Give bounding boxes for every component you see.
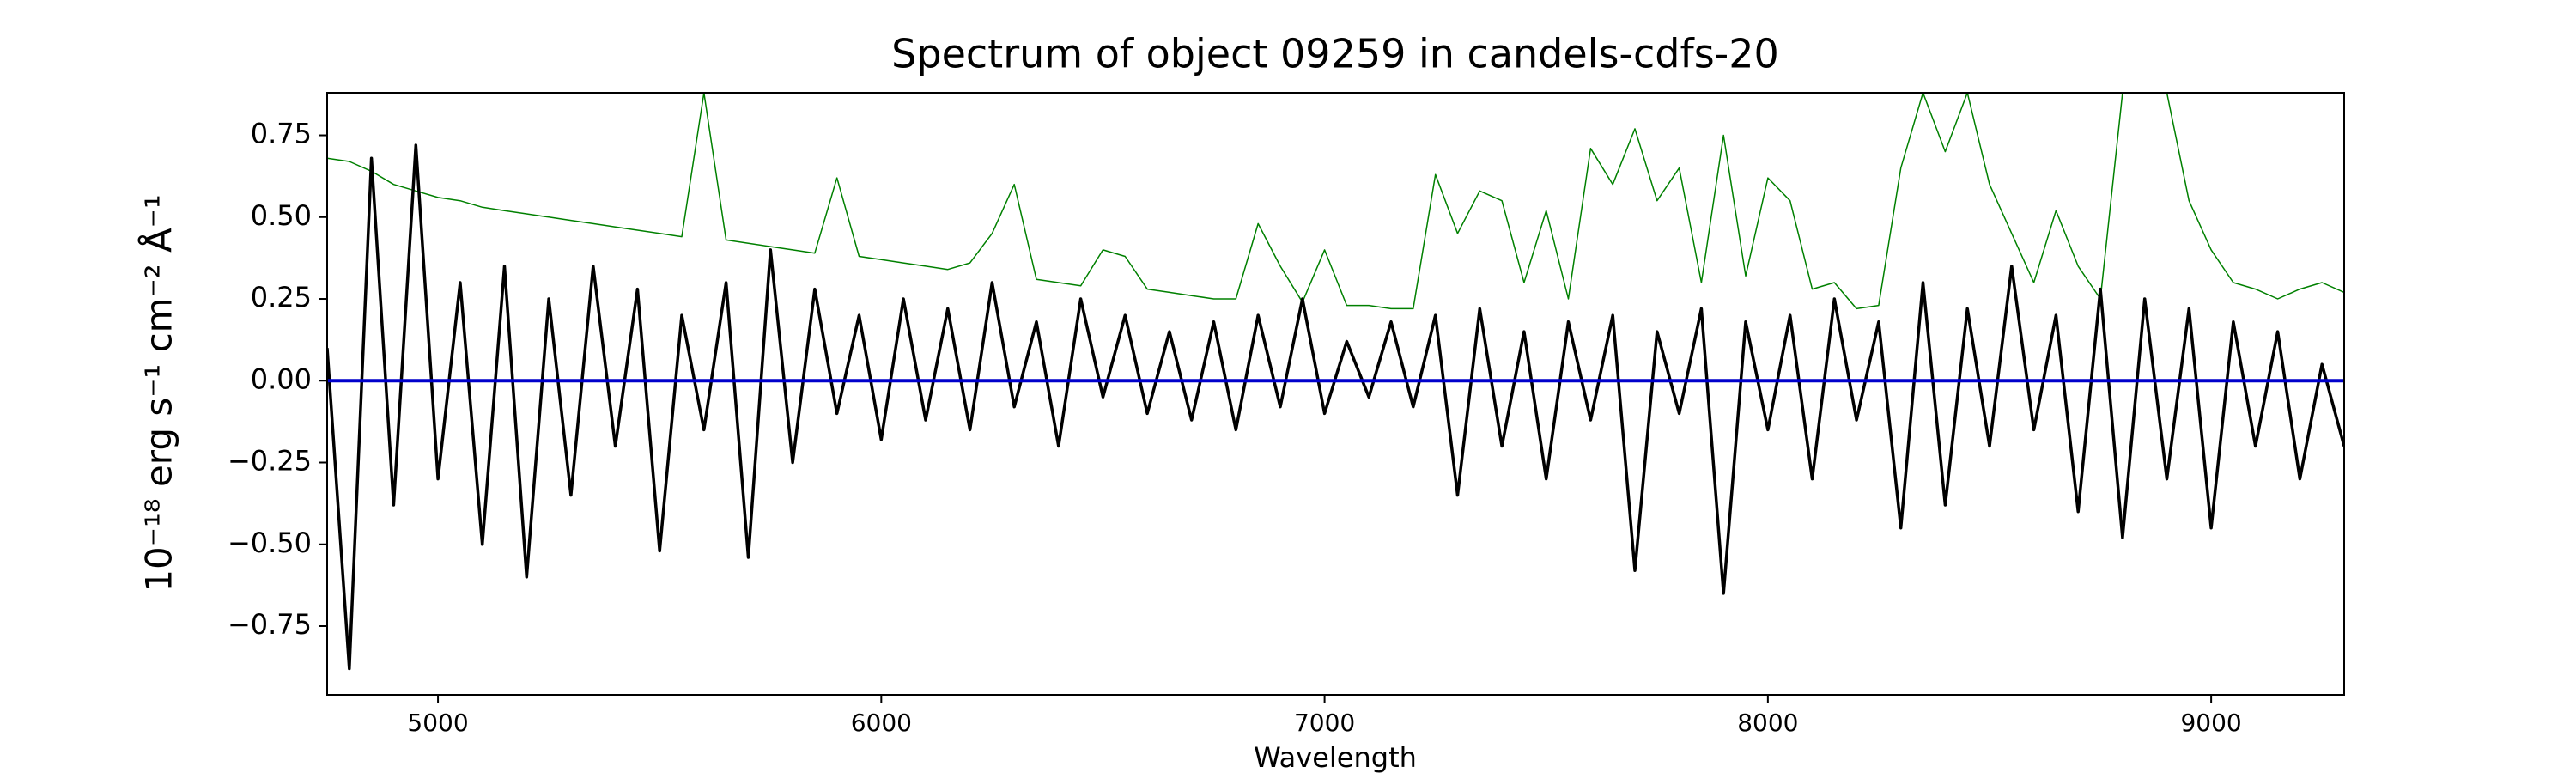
- y-tick-label: 0.00: [251, 362, 312, 395]
- plot-frame: [326, 92, 2345, 696]
- y-tick-label: −0.75: [228, 608, 312, 641]
- y-tick-label: 0.25: [251, 281, 312, 313]
- x-tick-label: 7000: [1294, 709, 1355, 737]
- y-tick-label: −0.50: [228, 526, 312, 559]
- x-axis-label: Wavelength: [1254, 741, 1417, 773]
- x-tick-label: 5000: [407, 709, 468, 737]
- x-tick-label: 8000: [1737, 709, 1798, 737]
- x-tick-label: 6000: [851, 709, 912, 737]
- spectrum-line: [327, 143, 2344, 671]
- y-axis-label: 10⁻¹⁸ erg s⁻¹ cm⁻² Å⁻¹: [137, 194, 180, 592]
- chart-title: Spectrum of object 09259 in candels-cdfs…: [891, 31, 1779, 77]
- x-tick-label: 9000: [2180, 709, 2241, 737]
- y-tick-label: 0.75: [251, 118, 312, 150]
- y-tick-label: 0.50: [251, 199, 312, 232]
- y-tick-label: −0.25: [228, 445, 312, 478]
- spectrum-line: [327, 93, 2344, 310]
